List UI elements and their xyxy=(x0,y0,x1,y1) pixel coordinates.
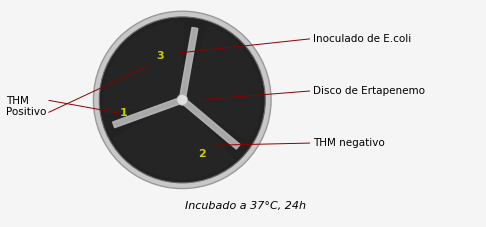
Text: 1: 1 xyxy=(120,109,128,118)
Text: Inoculado de E.coli: Inoculado de E.coli xyxy=(313,34,412,44)
Polygon shape xyxy=(104,21,184,115)
Text: Incubado a 37°C, 24h: Incubado a 37°C, 24h xyxy=(185,201,306,211)
Ellipse shape xyxy=(177,94,188,105)
Text: Disco de Ertapenemo: Disco de Ertapenemo xyxy=(313,86,425,96)
Text: 3: 3 xyxy=(156,51,164,61)
Polygon shape xyxy=(113,96,187,128)
Text: THM negativo: THM negativo xyxy=(313,138,385,148)
Text: 2: 2 xyxy=(198,149,206,159)
Ellipse shape xyxy=(99,17,265,183)
Polygon shape xyxy=(177,95,240,149)
Text: THM
Positivo: THM Positivo xyxy=(6,96,46,118)
Polygon shape xyxy=(179,27,198,104)
Ellipse shape xyxy=(93,11,271,189)
Polygon shape xyxy=(113,100,234,179)
Polygon shape xyxy=(182,25,261,141)
